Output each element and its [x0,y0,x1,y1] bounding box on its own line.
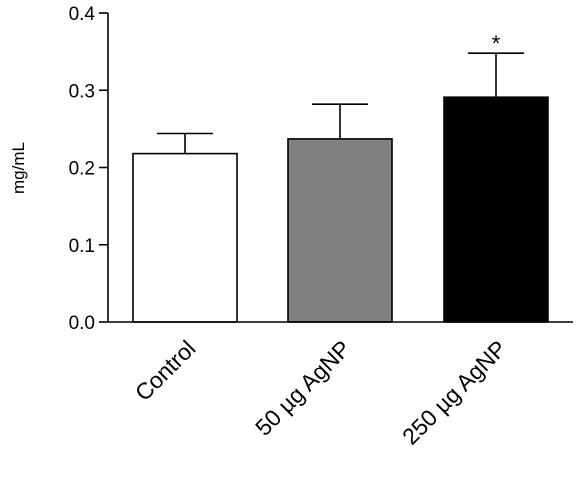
annotations: * [492,31,501,56]
annotation-2: * [492,31,501,56]
bar-0 [132,152,238,323]
x-tick-label-1: 50 µg AgNP [250,335,356,441]
x-tick-label-0: Control [130,335,201,406]
bars [132,96,549,323]
x-tick-label-2: 250 µg AgNP [397,335,512,450]
y-tick-label-0: 0.0 [69,313,95,334]
error-bars [157,52,524,154]
bar-1 [287,138,393,323]
y-axis: 0.0 0.1 0.2 0.3 0.4 [69,4,109,334]
y-tick-label-1: 0.1 [69,236,95,257]
y-axis-label: mg/mL [9,142,28,194]
bar-2 [443,96,549,323]
y-tick-label-2: 0.2 [69,159,95,180]
y-tick-label-3: 0.3 [69,81,95,102]
x-tick-labels: Control 50 µg AgNP 250 µg AgNP [130,335,512,450]
y-tick-label-4: 0.4 [69,4,96,25]
